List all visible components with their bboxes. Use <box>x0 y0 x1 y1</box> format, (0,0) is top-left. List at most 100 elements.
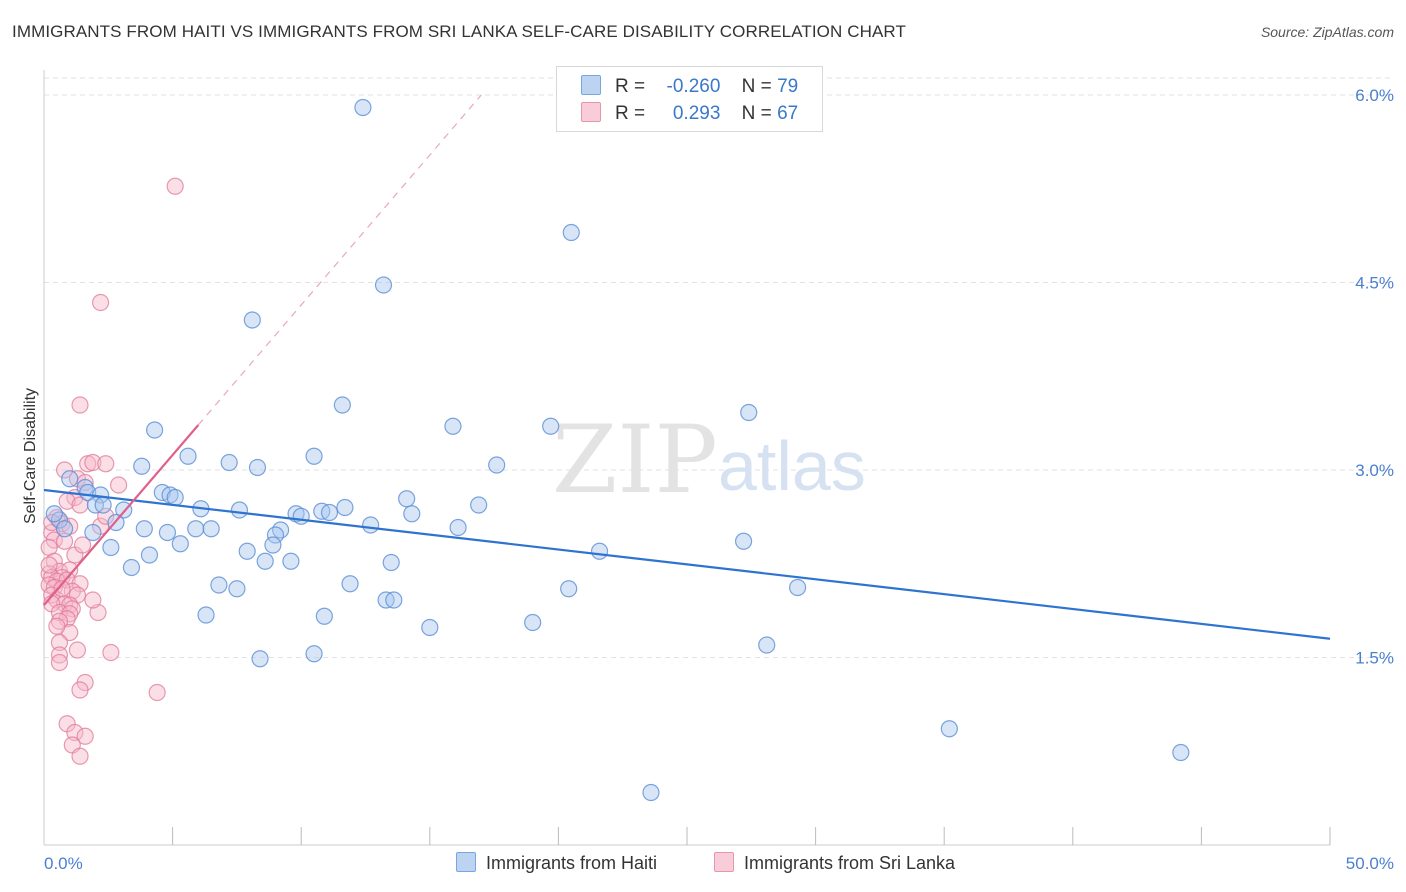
axes <box>43 70 1331 846</box>
bottom-lanka-swatch <box>714 852 734 872</box>
sri-lanka-point <box>50 633 69 652</box>
haiti-point <box>758 636 776 654</box>
source-label: Source: ZipAtlas.com <box>1260 24 1394 40</box>
haiti-point <box>210 576 228 594</box>
haiti-point <box>341 575 359 593</box>
haiti-point <box>562 223 580 242</box>
haiti-point <box>61 470 79 488</box>
lanka-n-label: N = <box>741 103 772 124</box>
haiti-point <box>158 523 177 542</box>
haiti-point <box>135 520 153 538</box>
haiti-point <box>145 421 164 439</box>
sri-lanka-point <box>91 293 110 312</box>
watermark: ZIP atlas <box>552 406 866 515</box>
bottom-haiti-label: Immigrants from Haiti <box>486 853 658 873</box>
sri-lanka-point <box>109 476 128 494</box>
sri-lanka-point <box>71 681 89 699</box>
haiti-point <box>449 518 467 537</box>
sri-lanka-point <box>55 461 74 479</box>
sri-lanka-point <box>53 580 71 598</box>
sri-lanka-points <box>40 177 184 765</box>
chart-title: IMMIGRANTS FROM HAITI VS IMMIGRANTS FROM… <box>12 22 906 41</box>
sri-lanka-point <box>76 727 94 745</box>
haiti-point <box>940 720 958 738</box>
sri-lanka-point <box>50 612 69 630</box>
haiti-point <box>336 498 354 517</box>
haiti-point <box>197 606 215 624</box>
haiti-point <box>444 417 462 435</box>
gridlines <box>44 77 1394 658</box>
haiti-point <box>55 520 74 538</box>
haiti-point <box>320 503 339 522</box>
haiti-point <box>140 546 159 564</box>
haiti-point <box>542 417 560 435</box>
haiti-point <box>403 505 421 523</box>
sri-lanka-point <box>148 683 166 702</box>
haiti-point <box>256 552 274 570</box>
y-tick-label: 3.0% <box>1355 461 1394 480</box>
sri-lanka-trend-extension <box>197 94 482 426</box>
sri-lanka-point <box>84 453 102 472</box>
x-tick-label-max: 50.0% <box>1346 854 1394 873</box>
haiti-n-label: N = <box>741 76 772 97</box>
haiti-point <box>740 403 758 422</box>
haiti-point <box>590 542 609 560</box>
haiti-point <box>133 457 151 475</box>
y-axis-label: Self-Care Disability <box>22 388 39 524</box>
bottom-lanka-label: Immigrants from Sri Lanka <box>744 853 956 873</box>
haiti-point <box>315 607 333 625</box>
haiti-point <box>374 276 393 294</box>
sri-lanka-point <box>71 396 89 414</box>
haiti-point <box>292 507 310 525</box>
bottom-legend-lanka: Immigrants from Sri Lanka <box>714 852 955 874</box>
tick-labels: 1.5% 3.0% 4.5% 6.0% 0.0% 50.0% <box>44 86 1394 873</box>
haiti-point <box>398 490 416 508</box>
haiti-point <box>642 783 660 802</box>
watermark-zip: ZIP <box>552 406 718 515</box>
correlation-legend: R = -0.260 N = 79 R = 0.293 N = 67 <box>556 66 823 132</box>
haiti-point <box>421 618 439 637</box>
haiti-points <box>45 98 1190 802</box>
haiti-point <box>220 453 238 472</box>
haiti-point <box>382 553 400 572</box>
haiti-r-value: -0.260 <box>666 76 721 97</box>
sri-lanka-point <box>97 455 115 473</box>
sri-lanka-point <box>66 723 84 742</box>
lanka-r-value: 0.293 <box>672 103 721 124</box>
haiti-point <box>305 645 323 663</box>
sri-lanka-point <box>97 507 115 525</box>
y-tick-label: 1.5% <box>1355 649 1394 668</box>
haiti-point <box>248 458 267 477</box>
haiti-point <box>228 580 246 598</box>
haiti-trend-line <box>43 488 1331 640</box>
trend-lines <box>43 94 1331 640</box>
legend-row-lanka: R = 0.293 N = 67 <box>581 102 798 126</box>
sri-lanka-point <box>63 600 81 618</box>
haiti-point <box>45 505 63 523</box>
haiti-point <box>272 521 290 539</box>
haiti-point <box>202 520 220 538</box>
sri-lanka-point <box>55 532 74 550</box>
haiti-point <box>282 552 300 570</box>
bottom-haiti-swatch <box>456 852 476 872</box>
sri-lanka-point <box>73 536 92 554</box>
haiti-point <box>187 520 205 538</box>
haiti-point <box>734 532 753 550</box>
haiti-point <box>488 456 506 474</box>
haiti-point <box>238 542 256 560</box>
watermark-atlas: atlas <box>718 427 866 505</box>
haiti-point <box>266 526 285 544</box>
sri-lanka-point <box>68 641 87 659</box>
haiti-point <box>84 523 102 542</box>
haiti-point <box>243 311 261 329</box>
x-tick-label-min: 0.0% <box>44 854 83 873</box>
y-tick-label: 4.5% <box>1355 274 1394 293</box>
haiti-point <box>333 396 351 414</box>
sri-lanka-point <box>84 591 102 609</box>
haiti-point <box>94 496 112 514</box>
haiti-point <box>788 578 807 597</box>
legend-row-haiti: R = -0.260 N = 79 <box>581 75 798 99</box>
haiti-swatch <box>581 75 601 95</box>
haiti-point <box>122 558 141 577</box>
